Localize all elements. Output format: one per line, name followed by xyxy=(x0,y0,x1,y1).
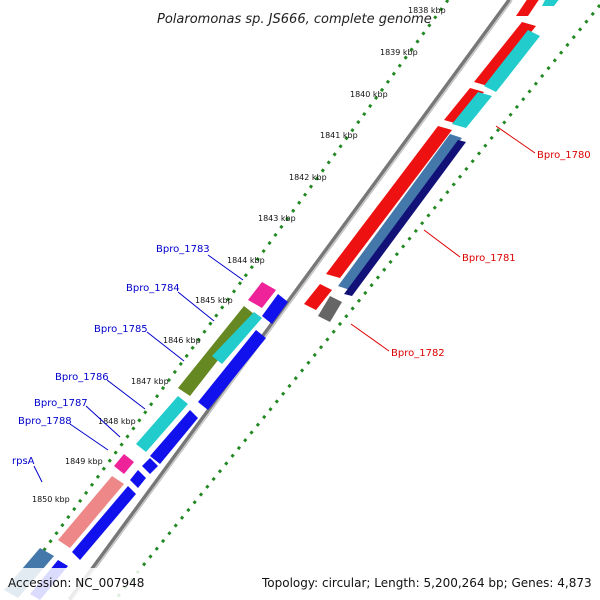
gene-block xyxy=(142,458,158,474)
gene-block xyxy=(484,30,540,92)
gene-label[interactable]: Bpro_1787 xyxy=(34,398,88,409)
kbp-label: 1839 kbp xyxy=(380,48,418,57)
gene-label[interactable]: Bpro_1781 xyxy=(462,253,516,264)
gene-block xyxy=(198,330,266,410)
kbp-label: 1840 kbp xyxy=(350,90,388,99)
gene-block xyxy=(344,140,466,296)
kbp-label: 1848 kbp xyxy=(98,417,136,426)
gene-label[interactable]: rpsA xyxy=(12,456,35,467)
tick-track-outer xyxy=(26,0,450,573)
gene-block xyxy=(58,476,124,548)
kbp-label: 1845 kbp xyxy=(195,296,233,305)
gene-blocks xyxy=(4,0,559,600)
gene-block xyxy=(178,306,254,396)
accession-text: Accession: NC_007948 xyxy=(8,576,144,590)
gene-block xyxy=(318,296,342,322)
gene-label[interactable]: Bpro_1784 xyxy=(126,283,180,294)
right-gene-labels: Bpro_1780 Bpro_1781 Bpro_1782 xyxy=(350,125,591,359)
genome-backbone xyxy=(67,0,513,600)
gene-block xyxy=(326,126,452,278)
kbp-label: 1842 kbp xyxy=(289,173,327,182)
page-title: Polaromonas sp. JS666, complete genome xyxy=(157,12,432,27)
gene-block xyxy=(304,284,332,310)
kbp-label: 1847 kbp xyxy=(131,377,169,386)
kbp-labels: 1838 kbp 1839 kbp 1840 kbp 1841 kbp 1842… xyxy=(32,6,446,504)
kbp-label: 1850 kbp xyxy=(32,495,70,504)
left-gene-labels: Bpro_1783 Bpro_1784 Bpro_1785 Bpro_1786 … xyxy=(12,244,244,483)
gene-block xyxy=(72,486,136,560)
gene-block xyxy=(248,282,276,308)
gene-label[interactable]: Bpro_1782 xyxy=(391,348,445,359)
kbp-label: 1838 kbp xyxy=(408,6,446,15)
gene-label[interactable]: Bpro_1785 xyxy=(94,324,148,335)
gene-block xyxy=(130,470,146,488)
gene-block xyxy=(474,22,536,86)
gene-label[interactable]: Bpro_1780 xyxy=(537,150,591,161)
kbp-label: 1846 kbp xyxy=(163,336,201,345)
gene-block xyxy=(150,410,198,464)
gene-label[interactable]: Bpro_1788 xyxy=(18,416,72,427)
gene-block xyxy=(262,294,288,324)
gene-block xyxy=(516,0,539,16)
kbp-label: 1849 kbp xyxy=(65,457,103,466)
kbp-label: 1844 kbp xyxy=(227,256,265,265)
gene-block xyxy=(338,134,462,290)
gene-block xyxy=(212,312,262,364)
gene-label[interactable]: Bpro_1786 xyxy=(55,372,109,383)
gene-block xyxy=(114,454,134,474)
kbp-label: 1841 kbp xyxy=(320,131,358,140)
gene-label[interactable]: Bpro_1783 xyxy=(156,244,210,255)
genome-summary-text: Topology: circular; Length: 5,200,264 bp… xyxy=(261,576,592,590)
gene-block xyxy=(542,0,559,6)
gene-block xyxy=(452,92,492,128)
kbp-label: 1843 kbp xyxy=(258,214,296,223)
gene-block xyxy=(136,396,188,452)
